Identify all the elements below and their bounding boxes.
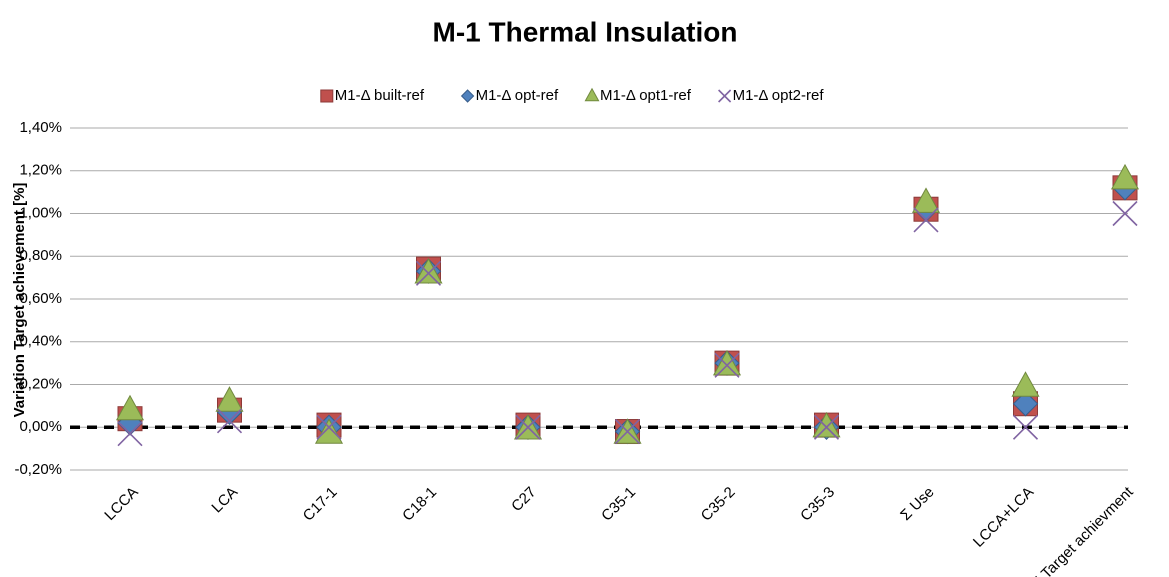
- x-tick-label: C35-1: [598, 484, 639, 525]
- triangle-marker: [414, 257, 443, 284]
- x-marker: [813, 414, 840, 440]
- x-tick-label: LCCA: [101, 484, 141, 524]
- x-marker: [117, 421, 143, 447]
- x-tick-label: C35-3: [797, 484, 838, 525]
- x-tick-label: LCCA+LCA: [970, 484, 1037, 551]
- x-marker: [515, 414, 541, 440]
- triangle-marker: [215, 386, 244, 412]
- x-marker: [714, 352, 740, 378]
- x-tick-label: C17-1: [300, 484, 341, 525]
- y-tick-label: 0,40%: [19, 333, 62, 350]
- triangle-marker: [1011, 371, 1040, 397]
- x-marker: [614, 418, 641, 445]
- x-marker: [718, 89, 732, 103]
- y-tick-label: 0,80%: [19, 247, 62, 264]
- y-tick-label: -0,20%: [14, 461, 62, 478]
- x-tick-label: LCA: [208, 484, 241, 517]
- triangle-marker: [812, 411, 841, 438]
- diamond-marker: [460, 89, 475, 103]
- x-marker: [913, 207, 939, 233]
- x-marker: [1012, 414, 1039, 440]
- x-tick-label: C27: [508, 484, 539, 515]
- x-marker: [216, 408, 243, 434]
- chart-title: M-1 Thermal Insulation: [433, 16, 738, 47]
- triangle-marker: [911, 187, 941, 213]
- legend-label: M1-Δ opt1-ref: [600, 87, 692, 104]
- legend-label: M1-Δ opt-ref: [476, 87, 559, 104]
- x-tick-label: Σ Use: [897, 484, 937, 524]
- x-tick-label: C18-1: [399, 484, 440, 525]
- y-tick-label: 1,20%: [19, 162, 62, 179]
- y-tick-label: 1,40%: [19, 119, 62, 136]
- triangle-marker: [584, 87, 600, 102]
- x-marker: [316, 414, 342, 440]
- x-marker: [415, 260, 442, 286]
- diamond-marker: [1012, 391, 1039, 417]
- legend-label: M1-Δ built-ref: [335, 87, 425, 104]
- y-tick-label: 0,20%: [19, 375, 62, 392]
- x-tick-label: Σ Target achievment: [1028, 483, 1137, 577]
- y-axis-label: Variation Target achievement [%]: [11, 183, 28, 418]
- y-tick-label: 1,00%: [19, 204, 62, 221]
- square-marker: [320, 89, 334, 103]
- legend-label: M1-Δ opt2-ref: [733, 87, 825, 104]
- x-tick-label: C35-2: [698, 484, 739, 525]
- y-tick-label: 0,60%: [19, 290, 62, 307]
- triangle-marker: [1110, 163, 1140, 190]
- triangle-marker: [712, 349, 742, 376]
- triangle-marker: [115, 394, 145, 421]
- triangle-marker: [314, 418, 344, 444]
- y-tick-label: 0,00%: [19, 418, 62, 435]
- x-marker: [1112, 200, 1138, 227]
